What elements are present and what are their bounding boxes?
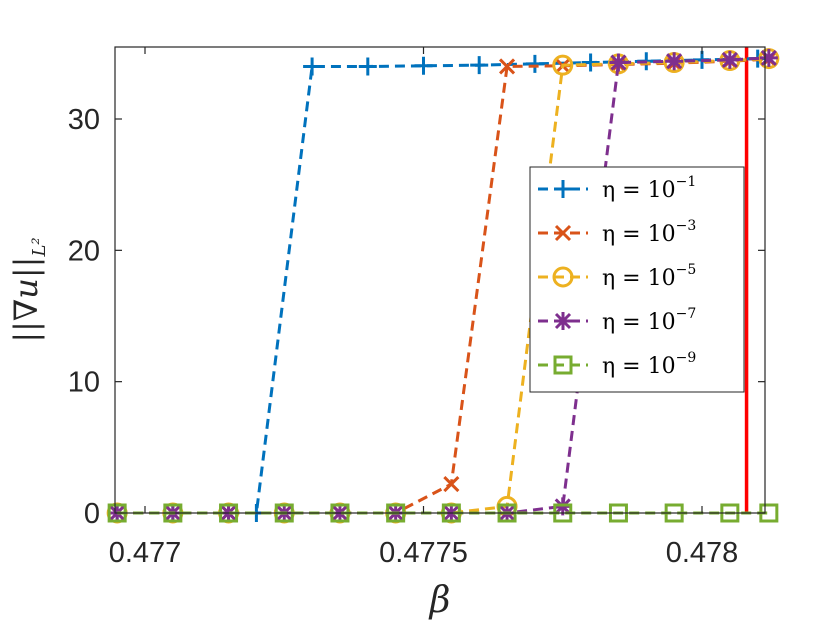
legend-entry: η = 10−1 bbox=[538, 174, 696, 203]
legend-marker bbox=[553, 355, 573, 375]
legend-label: η = 10−3 bbox=[602, 218, 696, 247]
y-tick-label: 10 bbox=[68, 367, 100, 399]
legend-label: η = 10−5 bbox=[602, 262, 696, 291]
legend-entry: η = 10−7 bbox=[538, 306, 696, 335]
data-point bbox=[665, 52, 684, 71]
legend-entry: η = 10−5 bbox=[538, 262, 696, 291]
data-point bbox=[470, 56, 489, 75]
legend-marker bbox=[552, 266, 574, 288]
data-point bbox=[358, 57, 377, 76]
axes-box bbox=[114, 46, 766, 514]
legend-marker bbox=[554, 312, 572, 330]
x-tick-label: 0.4775 bbox=[379, 537, 468, 569]
legend-entry: η = 10−3 bbox=[538, 218, 696, 247]
data-point bbox=[414, 56, 433, 75]
legend-label: η = 10−9 bbox=[602, 350, 696, 379]
legend-entry: η = 10−9 bbox=[538, 350, 696, 379]
legend-marker bbox=[554, 224, 572, 242]
x-axis-label: β bbox=[428, 580, 451, 621]
legend-marker bbox=[554, 180, 572, 198]
y-tick-label: 0 bbox=[84, 498, 100, 530]
data-point bbox=[759, 48, 778, 67]
x-tick-label: 0.477 bbox=[109, 537, 182, 569]
legend-box bbox=[529, 166, 745, 393]
x-tick-label: 0.478 bbox=[666, 537, 739, 569]
data-point bbox=[498, 58, 516, 75]
data-point bbox=[525, 54, 544, 73]
data-point bbox=[609, 53, 628, 72]
legend-label: η = 10−1 bbox=[602, 174, 696, 203]
data-point bbox=[720, 50, 739, 69]
data-point bbox=[552, 54, 574, 76]
y-tick-label: 30 bbox=[68, 104, 100, 136]
data-point bbox=[443, 476, 460, 493]
axes-layer: 0.477 0.4775 0.478 0 10 20 30 β ||∇u||L² bbox=[7, 46, 766, 621]
y-tick-label: 20 bbox=[68, 235, 100, 267]
data-point bbox=[303, 57, 322, 76]
y-axis-label: ||∇u||L² bbox=[7, 237, 50, 342]
legend-label: η = 10−7 bbox=[602, 306, 696, 335]
legend: η = 10−1 η = 10−3 η = 10−5 η = 10−7 η = 10−9 bbox=[529, 166, 745, 393]
data-point bbox=[581, 53, 600, 72]
